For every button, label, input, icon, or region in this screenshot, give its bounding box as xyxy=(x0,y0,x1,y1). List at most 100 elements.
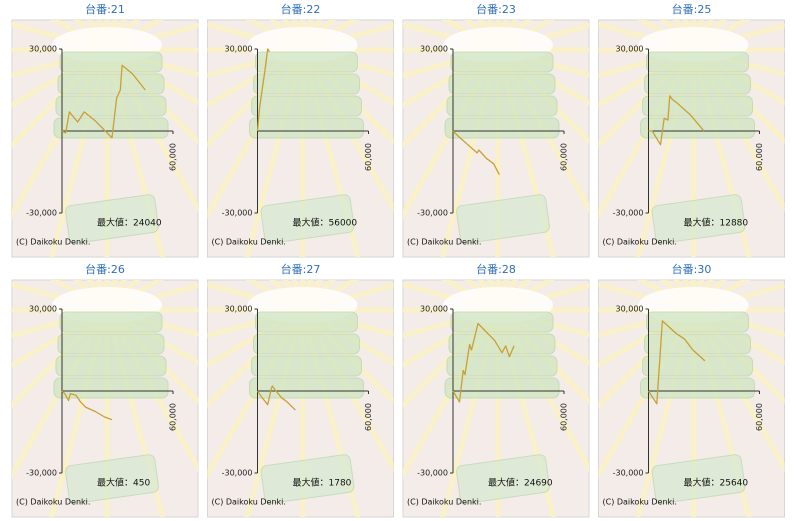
tray xyxy=(55,355,167,377)
y-tick-label: -30,000 xyxy=(417,209,448,218)
decoration xyxy=(403,20,589,257)
tray xyxy=(644,73,751,95)
chart-title: 台番:28 xyxy=(476,262,516,276)
ray xyxy=(73,280,109,312)
ray xyxy=(268,20,305,52)
credit: (C) Daikoku Denki. xyxy=(212,498,286,507)
decoration xyxy=(12,280,198,517)
chart-panel: 台番:30 30,000 -30,000 60,000 最大値：25640 (C) Dai… xyxy=(598,262,785,518)
chart-title: 台番:21 xyxy=(85,2,125,16)
tray xyxy=(444,377,560,399)
chart-panel: 台番:27 30,000 -30,000 60,000 最大値：1780 (C) Daik… xyxy=(207,262,394,518)
tray xyxy=(59,51,163,73)
chart-panel: 台番:28 30,000 -30,000 60,000 最大値：24690 (C) Dai… xyxy=(402,262,590,518)
chart-title: 台番:30 xyxy=(672,262,712,276)
chart-panel: 台番:23 30,000 -30,000 60,000 (C) Daikoku Denk… xyxy=(402,2,590,258)
ray xyxy=(464,280,500,312)
y-tick-label: 30,000 xyxy=(420,45,448,54)
tray-bottom xyxy=(260,194,355,244)
y-tick-label: -30,000 xyxy=(417,469,448,478)
tray xyxy=(53,117,169,139)
max-annotation: 最大値：24690 xyxy=(488,477,553,489)
tray xyxy=(251,355,362,377)
data-line xyxy=(452,322,515,403)
credit: (C) Daikoku Denki. xyxy=(212,238,286,247)
y-tick-label: 30,000 xyxy=(225,45,253,54)
tray xyxy=(646,311,749,333)
x-tick-label: 60,000 xyxy=(364,143,373,171)
ray xyxy=(659,280,696,312)
y-tick-label: -30,000 xyxy=(26,469,57,478)
y-tick-label: -30,000 xyxy=(222,469,253,478)
decoration xyxy=(598,20,785,257)
y-tick-label: -30,000 xyxy=(222,209,253,218)
tray xyxy=(255,51,358,73)
ray xyxy=(105,20,141,52)
tray xyxy=(446,95,558,117)
max-annotation: 最大値：1780 xyxy=(293,477,352,489)
ray xyxy=(73,20,109,52)
tray-bottom xyxy=(651,194,746,244)
ray xyxy=(300,20,337,52)
tray xyxy=(255,311,358,333)
tray xyxy=(642,355,753,377)
ray xyxy=(691,20,728,52)
data-line xyxy=(452,130,500,175)
tray xyxy=(444,117,560,139)
max-annotation: 最大値：25640 xyxy=(684,477,749,489)
ray xyxy=(659,20,696,52)
y-tick-label: 30,000 xyxy=(29,305,57,314)
credit: (C) Daikoku Denki. xyxy=(16,498,90,507)
y-tick-label: -30,000 xyxy=(26,209,57,218)
tray-bottom xyxy=(651,454,746,504)
y-tick-label: -30,000 xyxy=(613,469,644,478)
tray xyxy=(640,117,755,139)
x-tick-label: 60,000 xyxy=(755,403,764,431)
y-tick-label: 30,000 xyxy=(616,45,644,54)
y-tick-label: 30,000 xyxy=(420,305,448,314)
ray xyxy=(105,280,141,312)
x-tick-label: 60,000 xyxy=(560,143,569,171)
tray-bottom xyxy=(456,194,550,244)
chart-title: 台番:26 xyxy=(85,262,125,276)
x-tick-label: 60,000 xyxy=(560,403,569,431)
max-annotation: 最大値：56000 xyxy=(293,217,358,229)
x-tick-label: 60,000 xyxy=(364,403,373,431)
decoration xyxy=(12,20,198,257)
tray xyxy=(53,377,169,399)
y-tick-label: 30,000 xyxy=(616,305,644,314)
y-tick-label: 30,000 xyxy=(29,45,57,54)
chart-title: 台番:25 xyxy=(672,2,712,16)
data-line xyxy=(256,385,296,411)
ray xyxy=(464,20,500,52)
tray xyxy=(249,377,364,399)
credit: (C) Daikoku Denki. xyxy=(603,498,677,507)
ray xyxy=(300,280,337,312)
tray xyxy=(448,333,556,355)
credit: (C) Daikoku Denki. xyxy=(603,238,677,247)
tray-bottom xyxy=(260,454,355,504)
tray-bottom xyxy=(456,454,550,504)
tray xyxy=(251,95,362,117)
tray xyxy=(55,95,167,117)
chart-panel: 台番:22 30,000 -30,000 60,000 最大値：56000 (C) Dai… xyxy=(207,2,394,258)
credit: (C) Daikoku Denki. xyxy=(407,498,481,507)
chart-title: 台番:27 xyxy=(281,262,321,276)
chart-panel: 台番:21 30,000 -30,000 60,000 最大値：24040 (C) Dai… xyxy=(11,2,199,258)
chart-panel: 台番:25 30,000 -30,000 60,000 最大値：12880 (C) Dai… xyxy=(598,2,785,258)
x-tick-label: 60,000 xyxy=(169,143,178,171)
max-annotation: 最大値：12880 xyxy=(684,217,749,229)
tray xyxy=(253,333,360,355)
ray xyxy=(496,20,532,52)
credit: (C) Daikoku Denki. xyxy=(407,238,481,247)
data-line xyxy=(647,320,706,405)
credit: (C) Daikoku Denki. xyxy=(16,238,90,247)
tray xyxy=(59,311,163,333)
tray xyxy=(642,95,753,117)
tray xyxy=(640,377,755,399)
ray xyxy=(496,280,532,312)
tray-bottom xyxy=(65,194,159,244)
tray xyxy=(253,73,360,95)
